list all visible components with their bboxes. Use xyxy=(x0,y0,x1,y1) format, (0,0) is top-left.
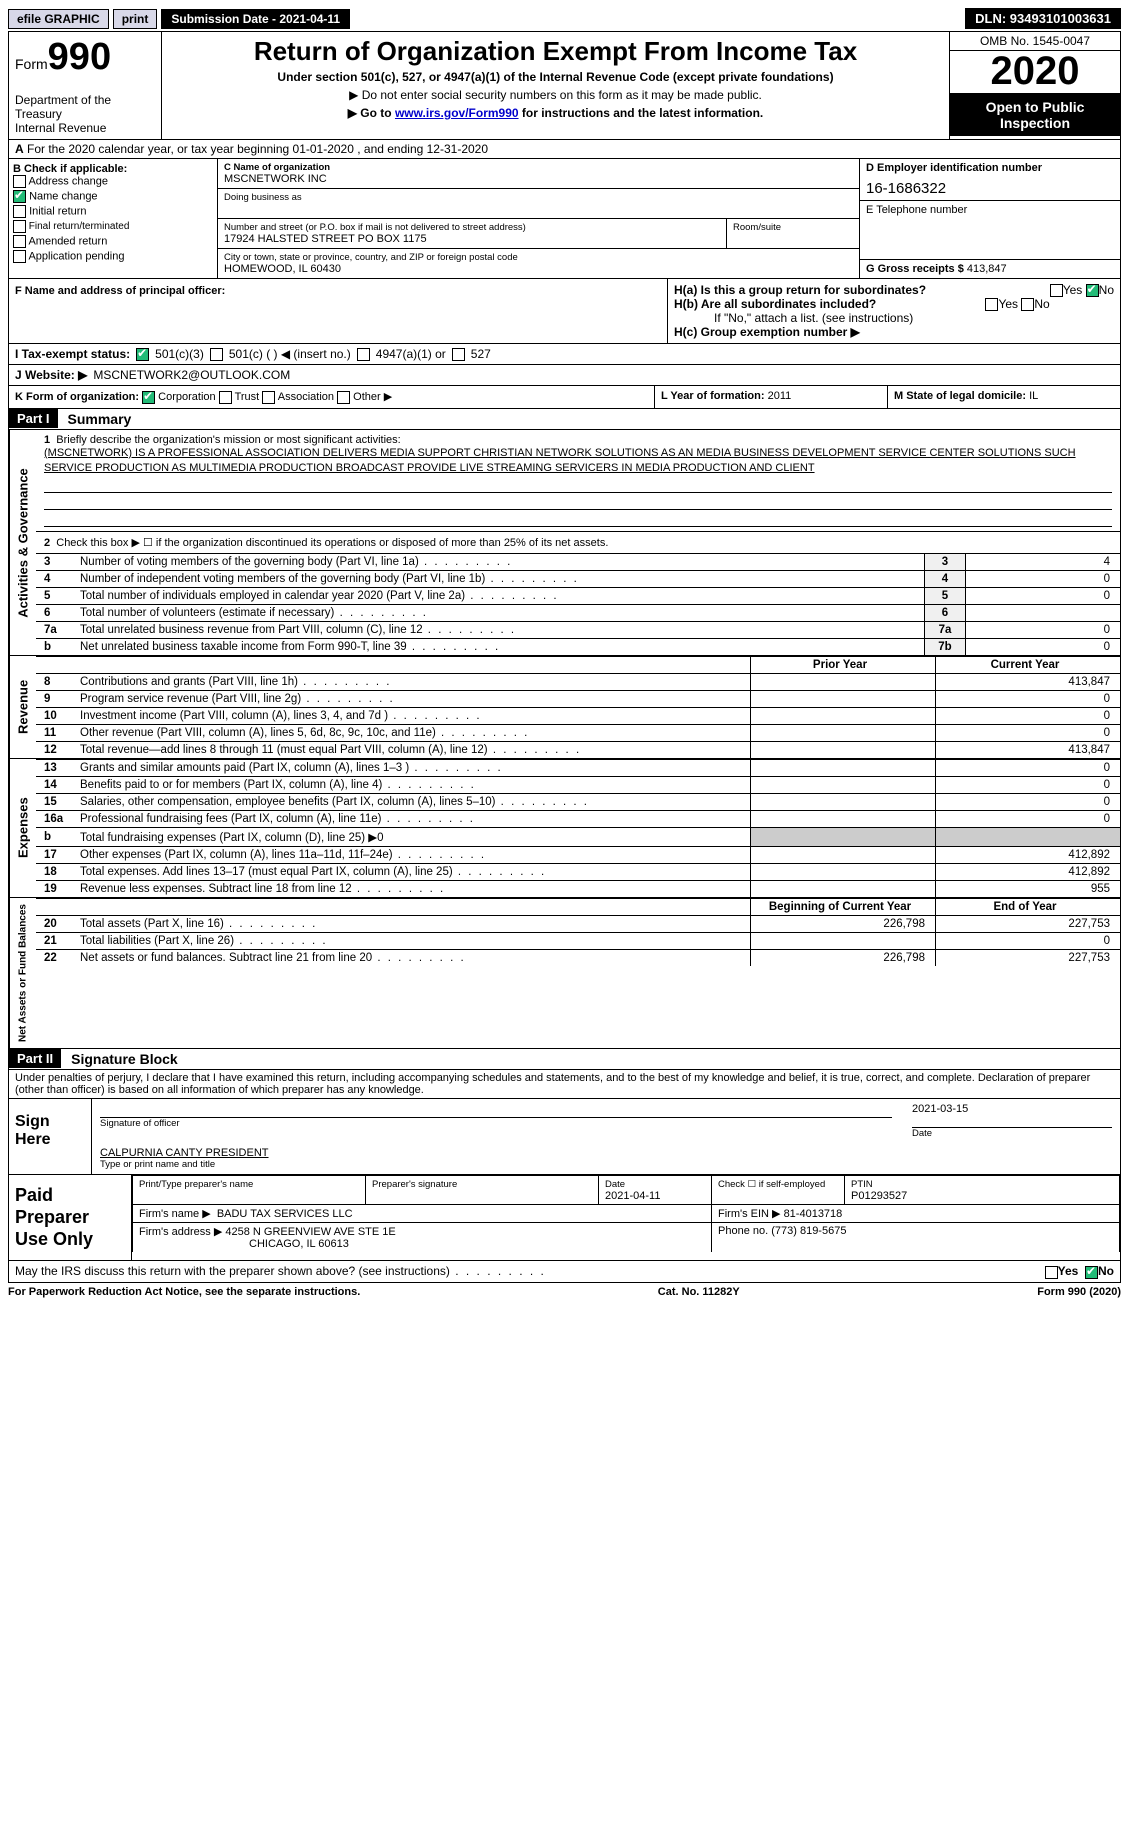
mission-text: (MSCNETWORK) IS A PROFESSIONAL ASSOCIATI… xyxy=(44,447,1076,474)
gross-receipts: 413,847 xyxy=(967,263,1007,275)
irs-link[interactable]: www.irs.gov/Form990 xyxy=(395,106,519,120)
col-b-checkboxes: B Check if applicable: Address change Na… xyxy=(9,159,218,278)
firm-name: BADU TAX SERVICES LLC xyxy=(217,1208,353,1220)
part1-tag: Part I xyxy=(9,409,58,428)
print-button[interactable]: print xyxy=(113,9,158,29)
efile-button[interactable]: efile GRAPHIC xyxy=(8,9,109,29)
form-note-1: ▶ Do not enter social security numbers o… xyxy=(166,88,945,102)
part1-title: Summary xyxy=(58,409,142,429)
form-number: Form990 xyxy=(15,36,155,79)
firm-ein: 81-4013718 xyxy=(784,1208,843,1220)
submission-date: Submission Date - 2021-04-11 xyxy=(161,9,350,29)
ein: 16-1686322 xyxy=(866,174,1114,197)
page-footer: For Paperwork Reduction Act Notice, see … xyxy=(8,1283,1121,1298)
website-value: MSCNETWORK2@OUTLOOK.COM xyxy=(93,368,290,382)
row-j-website: J Website: ▶ MSCNETWORK2@OUTLOOK.COM xyxy=(8,365,1121,386)
firm-phone: (773) 819-5675 xyxy=(771,1225,846,1237)
vtab-activities: Activities & Governance xyxy=(9,430,36,656)
vtab-net-assets: Net Assets or Fund Balances xyxy=(9,898,36,1048)
revenue-table: Prior Year Current Year 8Contributions a… xyxy=(36,656,1120,758)
row-i-tax-status: I Tax-exempt status: 501(c)(3) 501(c) ( … xyxy=(8,344,1121,365)
form-title: Return of Organization Exempt From Incom… xyxy=(166,36,945,67)
tax-year: 2020 xyxy=(950,51,1120,94)
vtab-expenses: Expenses xyxy=(9,759,36,897)
expenses-table: 13Grants and similar amounts paid (Part … xyxy=(36,759,1120,897)
org-city: HOMEWOOD, IL 60430 xyxy=(224,263,853,275)
department: Department of the Treasury Internal Reve… xyxy=(15,93,155,135)
signature-block: Under penalties of perjury, I declare th… xyxy=(8,1070,1121,1261)
row-k-l-m: K Form of organization: Corporation Trus… xyxy=(8,386,1121,409)
vtab-revenue: Revenue xyxy=(9,656,36,758)
may-irs-discuss: May the IRS discuss this return with the… xyxy=(8,1261,1121,1282)
governance-table: 3Number of voting members of the governi… xyxy=(36,553,1120,655)
dln: DLN: 93493101003631 xyxy=(965,8,1121,29)
ptin: P01293527 xyxy=(851,1190,907,1202)
row-a-tax-year: A For the 2020 calendar year, or tax yea… xyxy=(8,140,1121,159)
form-subtitle: Under section 501(c), 527, or 4947(a)(1)… xyxy=(166,70,945,84)
open-to-public: Open to Public Inspection xyxy=(950,94,1120,136)
part2-title: Signature Block xyxy=(61,1049,188,1069)
net-assets-table: Beginning of Current Year End of Year 20… xyxy=(36,898,1120,966)
form-note-2: ▶ Go to www.irs.gov/Form990 for instruct… xyxy=(166,106,945,120)
officer-name: CALPURNIA CANTY PRESIDENT xyxy=(100,1147,1112,1159)
sign-here-label: Sign Here xyxy=(9,1099,92,1174)
form-header: Form990 Department of the Treasury Inter… xyxy=(8,31,1121,140)
org-address: 17924 HALSTED STREET PO BOX 1175 xyxy=(224,233,720,245)
org-name: MSCNETWORK INC xyxy=(224,173,853,185)
row-f-h: F Name and address of principal officer:… xyxy=(8,279,1121,344)
part2-tag: Part II xyxy=(9,1049,61,1068)
identity-block: B Check if applicable: Address change Na… xyxy=(8,159,1121,279)
firm-address: 4258 N GREENVIEW AVE STE 1E xyxy=(225,1226,395,1238)
paid-preparer-label: Paid Preparer Use Only xyxy=(9,1175,132,1260)
top-bar: efile GRAPHIC print Submission Date - 20… xyxy=(8,8,1121,29)
